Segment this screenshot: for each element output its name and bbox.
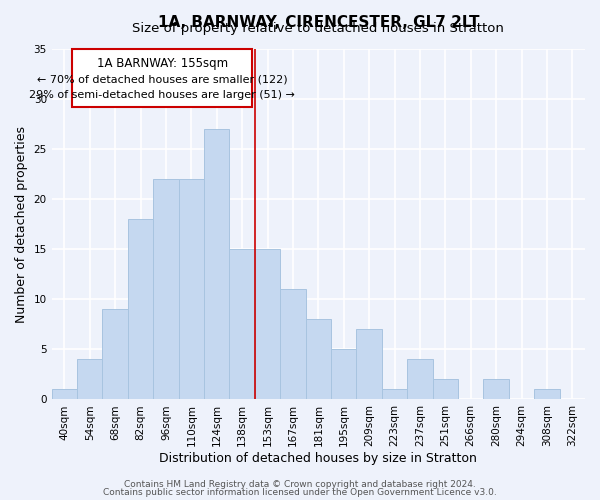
X-axis label: Distribution of detached houses by size in Stratton: Distribution of detached houses by size … — [160, 452, 477, 465]
Bar — [534, 390, 560, 400]
Text: 1A BARNWAY: 155sqm: 1A BARNWAY: 155sqm — [97, 56, 228, 70]
Text: Contains HM Land Registry data © Crown copyright and database right 2024.: Contains HM Land Registry data © Crown c… — [124, 480, 476, 489]
Text: Contains public sector information licensed under the Open Government Licence v3: Contains public sector information licen… — [103, 488, 497, 497]
Bar — [229, 250, 255, 400]
Text: Size of property relative to detached houses in Stratton: Size of property relative to detached ho… — [133, 22, 504, 35]
Bar — [153, 180, 179, 400]
Bar — [77, 360, 103, 400]
Bar — [356, 330, 382, 400]
Bar — [128, 220, 153, 400]
Bar — [52, 390, 77, 400]
Bar — [484, 380, 509, 400]
Bar — [407, 360, 433, 400]
Bar — [103, 310, 128, 400]
Title: 1A, BARNWAY, CIRENCESTER, GL7 2LT: 1A, BARNWAY, CIRENCESTER, GL7 2LT — [158, 15, 479, 30]
Bar — [433, 380, 458, 400]
Bar — [382, 390, 407, 400]
Bar — [179, 180, 204, 400]
Bar — [305, 320, 331, 400]
Bar — [72, 49, 253, 108]
Bar — [331, 350, 356, 400]
Text: 29% of semi-detached houses are larger (51) →: 29% of semi-detached houses are larger (… — [29, 90, 295, 101]
Text: ← 70% of detached houses are smaller (122): ← 70% of detached houses are smaller (12… — [37, 74, 287, 84]
Y-axis label: Number of detached properties: Number of detached properties — [15, 126, 28, 323]
Bar — [204, 130, 229, 400]
Bar — [255, 250, 280, 400]
Bar — [280, 290, 305, 400]
